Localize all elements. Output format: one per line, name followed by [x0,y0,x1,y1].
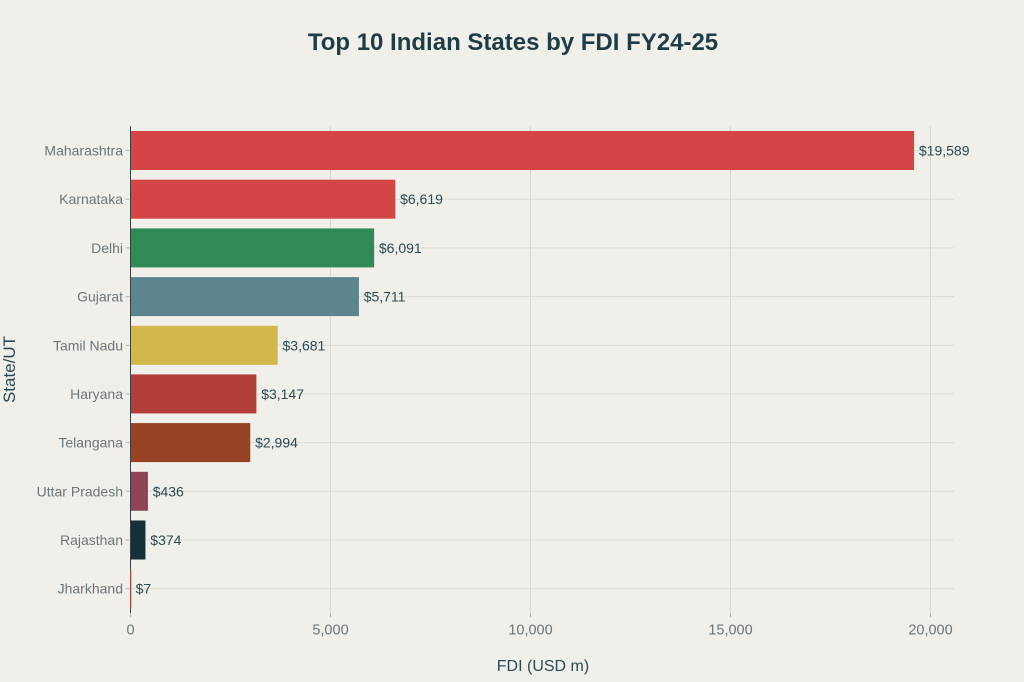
svg-text:Top 10 Indian States by FDI FY: Top 10 Indian States by FDI FY24-25 [308,29,718,56]
svg-text:$436: $436 [153,483,184,499]
svg-text:$5,711: $5,711 [364,289,406,305]
svg-text:15,000: 15,000 [708,623,752,639]
svg-text:Tamil Nadu: Tamil Nadu [53,337,123,353]
svg-text:Karnataka: Karnataka [59,191,123,207]
svg-text:5,000: 5,000 [312,623,348,639]
svg-text:$7: $7 [136,581,152,597]
svg-text:$3,147: $3,147 [261,386,304,402]
svg-text:Gujarat: Gujarat [77,289,123,305]
svg-text:$19,589: $19,589 [919,143,970,159]
svg-text:$3,681: $3,681 [283,337,326,353]
svg-text:$6,619: $6,619 [400,191,443,207]
svg-text:Uttar Pradesh: Uttar Pradesh [37,483,123,499]
svg-text:State/UT: State/UT [0,336,19,403]
svg-text:Jharkhand: Jharkhand [58,581,123,597]
svg-text:$374: $374 [150,532,181,548]
svg-text:Telangana: Telangana [58,435,123,451]
svg-text:20,000: 20,000 [908,623,952,639]
svg-text:0: 0 [126,623,134,639]
svg-text:Delhi: Delhi [91,240,123,256]
svg-text:Maharashtra: Maharashtra [44,143,123,159]
svg-text:Haryana: Haryana [70,386,123,402]
svg-text:FDI (USD m): FDI (USD m) [497,658,589,675]
svg-text:$6,091: $6,091 [379,240,422,256]
svg-text:$2,994: $2,994 [255,435,298,451]
svg-text:Rajasthan: Rajasthan [60,532,123,548]
svg-text:10,000: 10,000 [508,623,552,639]
